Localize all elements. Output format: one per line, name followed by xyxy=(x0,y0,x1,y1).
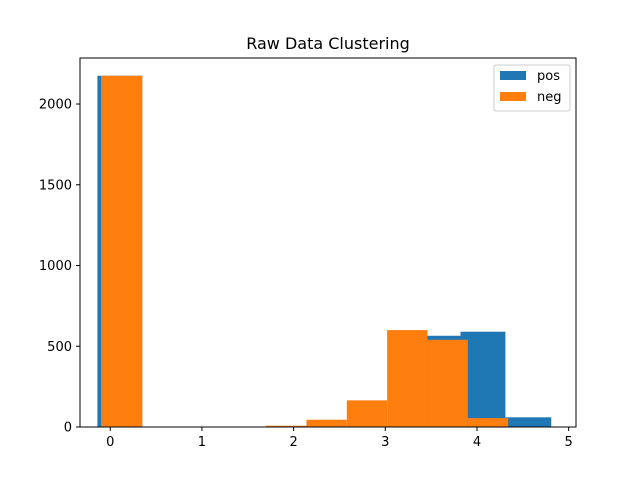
y-tick-label: 1500 xyxy=(39,178,72,193)
x-tick-label: 3 xyxy=(381,435,389,450)
bar-neg-7 xyxy=(387,330,428,427)
legend-swatch-pos xyxy=(500,71,526,80)
x-tick-label: 0 xyxy=(106,435,114,450)
legend-label-neg: neg xyxy=(537,90,562,105)
bar-neg-0 xyxy=(101,75,143,427)
x-tick-label: 1 xyxy=(198,435,206,450)
chart-title: Raw Data Clustering xyxy=(246,34,410,53)
y-axis: 0 500 1000 1500 2000 xyxy=(39,98,80,436)
legend: pos neg xyxy=(493,64,571,112)
x-tick-label: 4 xyxy=(473,435,481,450)
bar-neg-9 xyxy=(467,418,509,427)
bars-group xyxy=(97,75,552,427)
x-tick-label: 5 xyxy=(565,435,573,450)
bar-pos-9 xyxy=(505,417,552,427)
legend-label-pos: pos xyxy=(537,69,560,84)
bar-neg-8 xyxy=(427,339,468,427)
y-tick-label: 500 xyxy=(47,340,72,355)
y-tick-label: 0 xyxy=(64,421,72,436)
plot-frame xyxy=(79,57,577,428)
bar-neg-5 xyxy=(306,419,347,427)
legend-swatch-neg xyxy=(500,92,526,101)
bar-neg-6 xyxy=(346,400,388,427)
bar-neg-4 xyxy=(266,425,307,427)
x-tick-label: 2 xyxy=(289,435,297,450)
x-axis: 0 1 2 3 4 5 xyxy=(106,427,573,450)
y-tick-label: 2000 xyxy=(39,98,72,113)
y-tick-label: 1000 xyxy=(39,259,72,274)
bar-pos-8 xyxy=(460,331,506,427)
